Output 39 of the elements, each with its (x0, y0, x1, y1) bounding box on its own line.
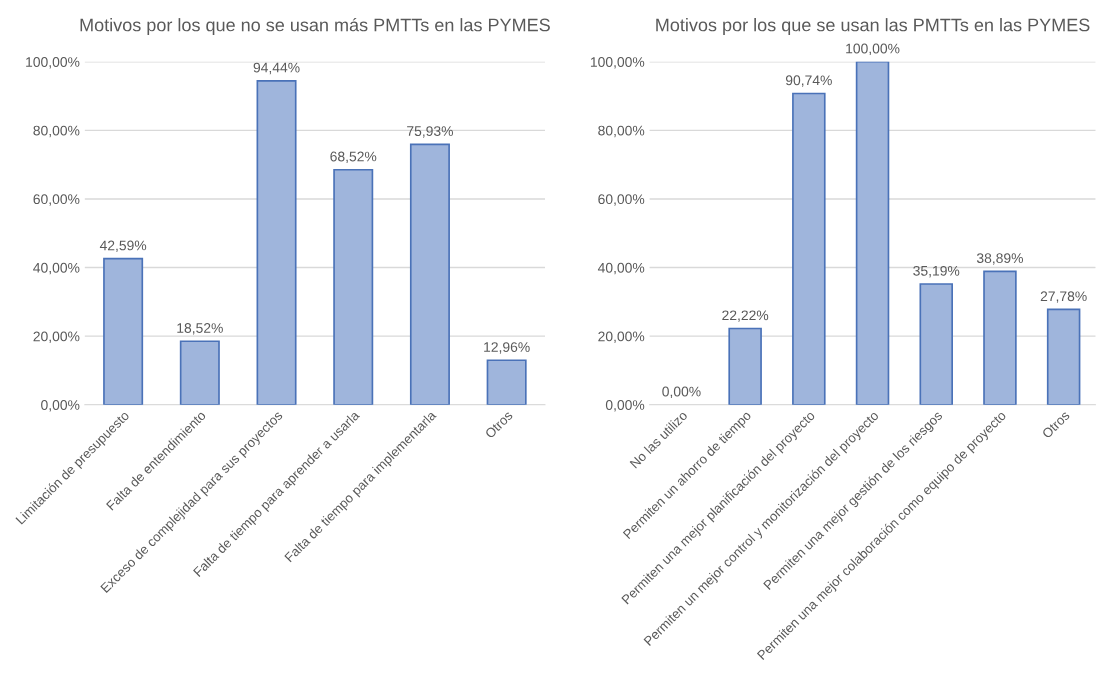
y-tick-label: 40,00% (33, 262, 80, 275)
chart-title: Motivos por los que no se usan más PMTTs en las PYMES (80, 17, 550, 35)
bar (983, 270, 1017, 405)
bar (486, 359, 527, 405)
y-tick-label: 40,00% (597, 262, 645, 275)
data-label: 0,00% (662, 386, 701, 399)
y-tick-label: 80,00% (598, 125, 645, 138)
data-label: 22,22% (722, 310, 769, 322)
data-label: 100,00% (846, 43, 900, 56)
y-tick-label: 0,00% (41, 400, 80, 412)
data-label: 68,52% (330, 151, 377, 164)
bar (855, 61, 890, 405)
y-tick-label: 20,00% (33, 331, 80, 343)
chart-title: Motivos por los que se usan las PMTTs en las PYMES (656, 18, 1090, 35)
data-label: 94,44% (253, 62, 300, 75)
data-label: 90,74% (785, 75, 832, 87)
data-label: 75,93% (407, 126, 453, 138)
data-label: 27,78% (1040, 291, 1087, 303)
y-tick-label: 0,00% (605, 400, 645, 412)
bar (409, 143, 450, 405)
y-tick-label: 100,00% (26, 57, 80, 69)
y-tick-label: 60,00% (598, 194, 645, 206)
data-label: 35,19% (913, 265, 960, 278)
bar (792, 92, 826, 405)
bar (256, 79, 297, 405)
bar (103, 257, 144, 405)
bar (333, 168, 374, 405)
bar (179, 340, 220, 405)
y-tick-label: 80,00% (33, 125, 80, 138)
y-tick-label: 60,00% (33, 194, 80, 206)
data-label: 18,52% (177, 323, 223, 335)
data-label: 12,96% (484, 342, 530, 354)
y-tick-label: 100,00% (590, 57, 645, 69)
data-label: 42,59% (99, 240, 147, 252)
bar (1046, 308, 1081, 405)
bar (919, 283, 954, 405)
data-label: 38,89% (976, 253, 1023, 265)
bar (728, 327, 762, 405)
y-tick-label: 20,00% (598, 331, 645, 343)
